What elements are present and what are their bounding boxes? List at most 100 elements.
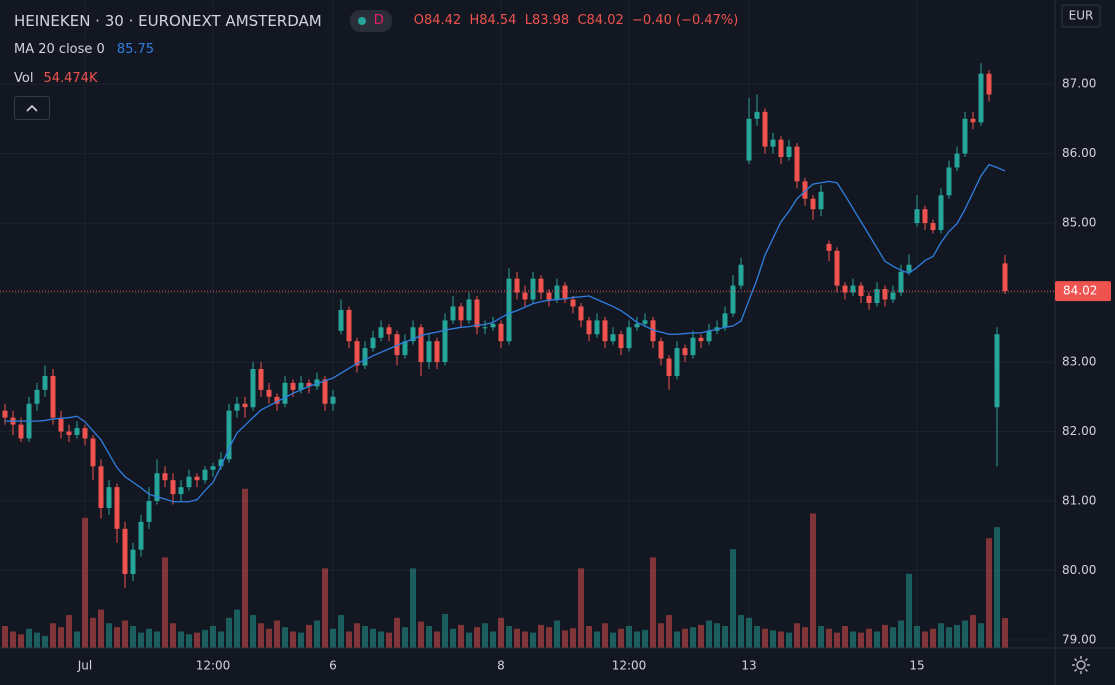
volume-bar bbox=[410, 568, 416, 648]
candle-body bbox=[282, 382, 288, 404]
candle-body bbox=[626, 327, 632, 349]
candle-body bbox=[874, 289, 880, 303]
volume-bar bbox=[290, 631, 296, 648]
volume-bar bbox=[162, 557, 168, 648]
volume-bar bbox=[786, 632, 792, 648]
candle-body bbox=[786, 146, 792, 158]
candle-body bbox=[218, 459, 224, 467]
status-pill[interactable]: D bbox=[349, 9, 392, 32]
volume-bar bbox=[122, 620, 128, 648]
volume-bar bbox=[826, 628, 832, 648]
candle-body bbox=[730, 285, 736, 314]
volume-bar bbox=[810, 513, 816, 648]
candle-body bbox=[458, 306, 464, 321]
volume-layer bbox=[2, 488, 1008, 648]
ma-name: MA 20 close 0 bbox=[14, 42, 105, 57]
candle-body bbox=[90, 438, 96, 467]
volume-bar bbox=[954, 624, 960, 648]
volume-bar bbox=[178, 631, 184, 648]
candle-body bbox=[682, 348, 688, 356]
volume-bar bbox=[482, 623, 488, 648]
volume-bar bbox=[234, 609, 240, 648]
volume-bar bbox=[842, 626, 848, 648]
volume-bar bbox=[690, 627, 696, 648]
volume-bar bbox=[146, 628, 152, 648]
volume-bar bbox=[794, 623, 800, 648]
volume-bar bbox=[714, 623, 720, 648]
candle-body bbox=[234, 403, 240, 411]
volume-bar bbox=[698, 624, 704, 648]
candle-body bbox=[842, 285, 848, 293]
candle-body bbox=[938, 195, 944, 231]
volume-bar bbox=[378, 631, 384, 648]
candle-body bbox=[74, 428, 80, 436]
volume-bar bbox=[970, 615, 976, 648]
candle-body bbox=[514, 278, 520, 293]
candle-body bbox=[778, 139, 784, 158]
volume-bar bbox=[522, 631, 528, 648]
candle-body bbox=[962, 118, 968, 154]
candle-body bbox=[698, 337, 704, 342]
volume-bar bbox=[626, 626, 632, 648]
volume-bar bbox=[98, 609, 104, 648]
candle-body bbox=[546, 292, 552, 300]
candle-body bbox=[426, 341, 432, 363]
candle-body bbox=[330, 396, 336, 404]
volume-bar bbox=[754, 626, 760, 648]
volume-bar bbox=[50, 623, 56, 648]
candle-body bbox=[922, 209, 928, 224]
volume-bar bbox=[994, 527, 1000, 648]
ohlc-letter: C bbox=[577, 13, 587, 28]
ohlc-letter: H bbox=[469, 13, 480, 28]
candle-body bbox=[770, 139, 776, 147]
x-tick-label: 12:00 bbox=[612, 659, 647, 673]
volume-bar bbox=[82, 517, 88, 648]
volume-bar bbox=[338, 615, 344, 648]
volume-bar bbox=[730, 549, 736, 648]
currency-box[interactable] bbox=[1061, 4, 1101, 28]
volume-bar bbox=[274, 620, 280, 648]
candle-body bbox=[506, 278, 512, 342]
candle-body bbox=[818, 191, 824, 210]
settings-icon[interactable] bbox=[1072, 656, 1090, 674]
candle-body bbox=[306, 382, 312, 387]
volume-bar bbox=[106, 623, 112, 648]
candle-body bbox=[18, 424, 24, 439]
volume-bar bbox=[978, 623, 984, 648]
candle-body bbox=[322, 379, 328, 404]
candle-body bbox=[1002, 263, 1008, 292]
candle-body bbox=[946, 167, 952, 196]
volume-bar bbox=[922, 631, 928, 648]
volume-bar bbox=[602, 623, 608, 648]
volume-bar bbox=[18, 634, 24, 648]
x-tick-label: 15 bbox=[909, 659, 924, 673]
y-tick-label: 79.00 bbox=[1062, 633, 1096, 647]
x-tick-label: 13 bbox=[741, 659, 756, 673]
candle-body bbox=[906, 264, 912, 272]
candle-body bbox=[274, 396, 280, 404]
volume-bar bbox=[362, 626, 368, 648]
candle-body bbox=[250, 368, 256, 408]
candle-body bbox=[834, 250, 840, 286]
volume-bar bbox=[402, 627, 408, 648]
volume-bar bbox=[882, 624, 888, 648]
volume-bar bbox=[706, 620, 712, 648]
x-tick-label: 8 bbox=[497, 659, 505, 673]
collapse-button[interactable] bbox=[14, 96, 50, 120]
candle-body bbox=[570, 299, 576, 307]
ohlc-value: 84.42 bbox=[423, 13, 462, 28]
volume-bar bbox=[538, 624, 544, 648]
volume-bar bbox=[802, 627, 808, 648]
candle-body bbox=[138, 521, 144, 550]
candle-body bbox=[298, 382, 304, 390]
candle-body bbox=[826, 243, 832, 251]
candle-body bbox=[578, 306, 584, 321]
candle-body bbox=[810, 198, 816, 210]
volume-bar bbox=[938, 623, 944, 648]
volume-bar bbox=[610, 632, 616, 648]
candle-body bbox=[114, 487, 120, 529]
volume-bar bbox=[682, 628, 688, 648]
vol-row: Vol 54.474K bbox=[14, 64, 738, 93]
volume-bar bbox=[242, 488, 248, 648]
